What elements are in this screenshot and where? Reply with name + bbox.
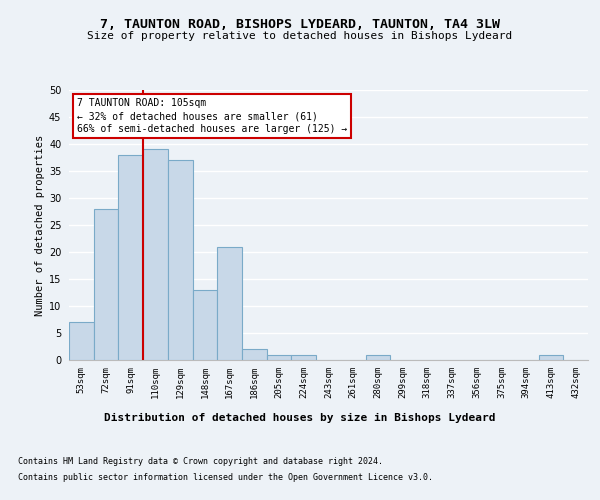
Bar: [118, 155, 143, 360]
Text: Distribution of detached houses by size in Bishops Lydeard: Distribution of detached houses by size …: [104, 412, 496, 422]
Bar: [193, 290, 217, 360]
Bar: [69, 322, 94, 360]
Text: 7, TAUNTON ROAD, BISHOPS LYDEARD, TAUNTON, TA4 3LW: 7, TAUNTON ROAD, BISHOPS LYDEARD, TAUNTO…: [100, 18, 500, 30]
Bar: [365, 354, 390, 360]
Bar: [168, 160, 193, 360]
Text: Contains public sector information licensed under the Open Government Licence v3: Contains public sector information licen…: [18, 472, 433, 482]
Bar: [143, 150, 168, 360]
Y-axis label: Number of detached properties: Number of detached properties: [35, 134, 44, 316]
Text: 7 TAUNTON ROAD: 105sqm
← 32% of detached houses are smaller (61)
66% of semi-det: 7 TAUNTON ROAD: 105sqm ← 32% of detached…: [77, 98, 347, 134]
Bar: [94, 209, 118, 360]
Bar: [539, 354, 563, 360]
Bar: [267, 354, 292, 360]
Bar: [292, 354, 316, 360]
Text: Size of property relative to detached houses in Bishops Lydeard: Size of property relative to detached ho…: [88, 31, 512, 41]
Text: Contains HM Land Registry data © Crown copyright and database right 2024.: Contains HM Land Registry data © Crown c…: [18, 458, 383, 466]
Bar: [242, 349, 267, 360]
Bar: [217, 246, 242, 360]
